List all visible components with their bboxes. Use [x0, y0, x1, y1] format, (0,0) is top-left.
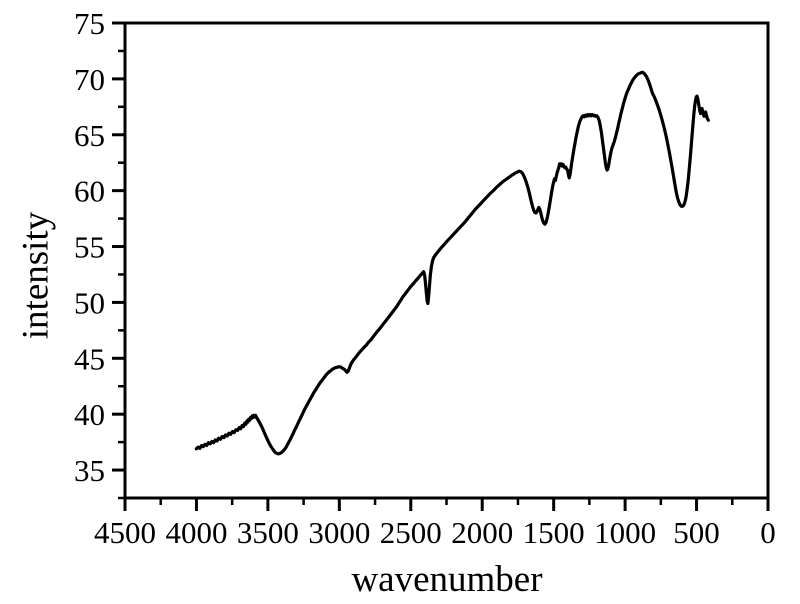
x-tick-label: 500: [673, 515, 720, 550]
y-tick-label: 60: [74, 174, 105, 209]
x-tick-label: 3500: [237, 515, 299, 550]
y-tick-label: 35: [74, 453, 105, 488]
x-tick-label: 4000: [165, 515, 227, 550]
y-tick-label: 65: [74, 118, 105, 153]
y-tick-label: 55: [74, 230, 105, 265]
y-tick-label: 50: [74, 285, 105, 320]
x-tick-label: 2000: [451, 515, 513, 550]
x-tick-label: 2500: [380, 515, 442, 550]
y-tick-label: 75: [74, 6, 105, 41]
y-tick-label: 40: [74, 397, 105, 432]
spectrum-line: [194, 70, 710, 456]
y-axis-title: intensity: [15, 211, 57, 340]
x-tick-label: 4500: [94, 515, 156, 550]
x-tick-label: 0: [760, 515, 776, 550]
x-tick-label: 1500: [523, 515, 585, 550]
y-tick-label: 45: [74, 341, 105, 376]
plot-frame: [123, 21, 770, 500]
x-tick-label: 3000: [308, 515, 370, 550]
x-tick-label: 1000: [594, 515, 656, 550]
x-axis-title: wavenumber: [351, 559, 543, 600]
y-tick-label: 70: [74, 62, 105, 97]
